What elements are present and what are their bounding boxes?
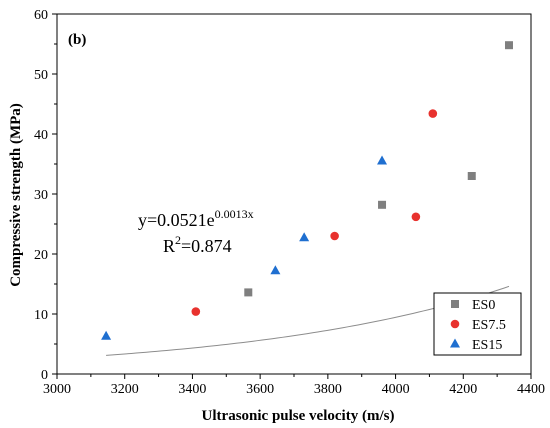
y-tick-label: 10 bbox=[34, 308, 48, 323]
data-point-es7-5 bbox=[411, 212, 421, 222]
panel-label: (b) bbox=[68, 32, 86, 48]
y-tick-label: 40 bbox=[34, 128, 48, 143]
y-tick-label: 50 bbox=[34, 68, 48, 83]
legend-marker-es7-5 bbox=[450, 319, 460, 329]
x-tick-label: 3600 bbox=[246, 382, 274, 397]
x-axis-title: Ultrasonic pulse velocity (m/s) bbox=[202, 408, 395, 424]
data-point-es15 bbox=[101, 330, 112, 340]
r2-superscript: 2 bbox=[175, 233, 181, 247]
x-tick-label: 4000 bbox=[382, 382, 410, 397]
legend-box bbox=[433, 292, 522, 356]
data-point-es0 bbox=[504, 41, 513, 50]
x-tick-label: 3200 bbox=[111, 382, 139, 397]
data-point-es0 bbox=[467, 172, 476, 180]
y-tick-label: 60 bbox=[34, 8, 48, 23]
legend-label-es7-5: ES7.5 bbox=[472, 318, 506, 333]
fit-equation: y=0.0521e0.0013x R2=0.874 bbox=[138, 207, 254, 256]
equation-main: y=0.0521e bbox=[138, 210, 215, 230]
data-point-es15 bbox=[299, 232, 310, 242]
x-tick-label: 4400 bbox=[517, 382, 545, 397]
legend: ES0 ES7.5 ES15 bbox=[433, 292, 522, 356]
legend-marker-es0 bbox=[451, 300, 459, 308]
data-point-es0 bbox=[244, 288, 253, 297]
data-point-es0 bbox=[378, 200, 387, 209]
y-tick-label: 0 bbox=[41, 368, 48, 383]
equation-exponent: 0.0013x bbox=[215, 207, 254, 221]
x-tick-label: 4200 bbox=[449, 382, 477, 397]
data-point-es15 bbox=[270, 265, 281, 275]
data-point-es7-5 bbox=[330, 231, 339, 241]
svg-text:R2=0.874: R2=0.874 bbox=[163, 233, 232, 256]
legend-label-es0: ES0 bbox=[472, 298, 495, 313]
data-point-es7-5 bbox=[191, 307, 201, 316]
legend-marker-es15 bbox=[450, 338, 460, 348]
r2-prefix: R bbox=[163, 236, 175, 256]
r2-value: =0.874 bbox=[181, 236, 232, 256]
x-tick-label: 3800 bbox=[314, 382, 342, 397]
y-tick-label: 30 bbox=[34, 188, 48, 203]
legend-label-es15: ES15 bbox=[472, 338, 502, 353]
y-axis-title: Compressive strength (MPa) bbox=[8, 103, 24, 287]
data-point-es15 bbox=[377, 155, 388, 165]
y-tick-label: 20 bbox=[34, 248, 48, 263]
data-point-es7-5 bbox=[428, 109, 438, 118]
axes: 3000 3200 3400 3600 3800 4000 4200 4400 0 10 20 30 4… bbox=[34, 8, 545, 397]
x-tick-label: 3400 bbox=[178, 382, 206, 397]
svg-text:y=0.0521e0.0013x: y=0.0521e0.0013x bbox=[138, 207, 254, 230]
x-tick-label: 3000 bbox=[43, 382, 71, 397]
